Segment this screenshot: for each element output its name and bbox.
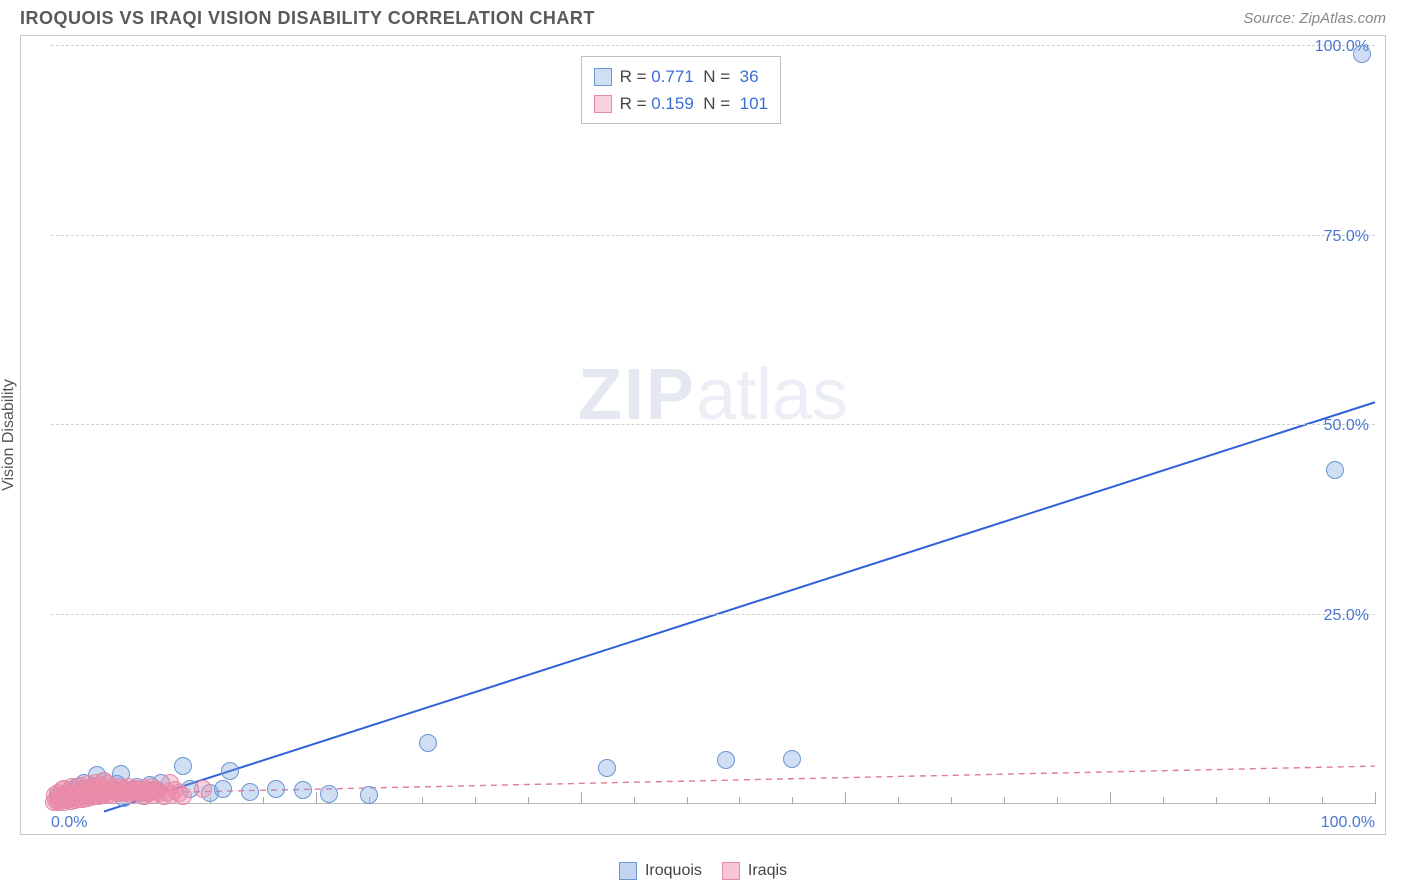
legend-swatch bbox=[594, 68, 612, 86]
x-tick-major bbox=[581, 792, 582, 804]
data-point bbox=[717, 751, 735, 769]
x-tick-major bbox=[845, 792, 846, 804]
x-tick-minor bbox=[422, 797, 423, 804]
data-point bbox=[360, 786, 378, 804]
x-tick-minor bbox=[792, 797, 793, 804]
x-axis bbox=[51, 803, 1375, 804]
x-tick-minor bbox=[263, 797, 264, 804]
x-tick-minor bbox=[1216, 797, 1217, 804]
data-point bbox=[294, 781, 312, 799]
correlation-text: R = 0.159 N = 101 bbox=[620, 90, 768, 117]
data-point bbox=[419, 734, 437, 752]
data-point bbox=[783, 750, 801, 768]
gridline-h bbox=[51, 45, 1375, 46]
data-point bbox=[1326, 461, 1344, 479]
trend-lines-layer bbox=[51, 46, 1375, 804]
x-tick-label: 100.0% bbox=[1321, 814, 1375, 832]
legend-item: Iraqis bbox=[722, 862, 787, 880]
legend-item: Iroquois bbox=[619, 862, 702, 880]
x-tick-label: 0.0% bbox=[51, 814, 87, 832]
legend-swatch bbox=[619, 862, 637, 880]
x-tick-minor bbox=[1163, 797, 1164, 804]
x-tick-major bbox=[1375, 792, 1376, 804]
data-point bbox=[221, 762, 239, 780]
correlation-text: R = 0.771 N = 36 bbox=[620, 63, 759, 90]
data-point bbox=[320, 785, 338, 803]
data-point bbox=[241, 783, 259, 801]
x-tick-major bbox=[316, 792, 317, 804]
x-tick-minor bbox=[951, 797, 952, 804]
x-tick-minor bbox=[1269, 797, 1270, 804]
legend-swatch bbox=[594, 95, 612, 113]
x-tick-minor bbox=[1004, 797, 1005, 804]
trend-line bbox=[104, 402, 1375, 811]
y-tick-label: 75.0% bbox=[1324, 228, 1369, 246]
chart-title: IROQUOIS VS IRAQI VISION DISABILITY CORR… bbox=[20, 8, 595, 29]
y-tick-label: 50.0% bbox=[1324, 417, 1369, 435]
x-tick-minor bbox=[634, 797, 635, 804]
x-tick-minor bbox=[528, 797, 529, 804]
data-point bbox=[161, 774, 179, 792]
legend-swatch bbox=[722, 862, 740, 880]
series-legend: Iroquois Iraqis bbox=[619, 862, 787, 880]
chart-container: Vision Disability ZIPatlas 25.0%50.0%75.… bbox=[20, 35, 1386, 835]
source-name: ZipAtlas.com bbox=[1299, 10, 1386, 27]
data-point bbox=[174, 757, 192, 775]
source-attribution: Source: ZipAtlas.com bbox=[1243, 10, 1386, 27]
y-tick-label: 25.0% bbox=[1324, 607, 1369, 625]
data-point bbox=[214, 780, 232, 798]
data-point bbox=[598, 759, 616, 777]
x-tick-major bbox=[1110, 792, 1111, 804]
legend-label: Iraqis bbox=[748, 862, 787, 880]
source-prefix: Source: bbox=[1243, 10, 1299, 27]
data-point bbox=[194, 780, 212, 798]
x-tick-minor bbox=[475, 797, 476, 804]
x-tick-minor bbox=[687, 797, 688, 804]
y-axis-label: Vision Disability bbox=[0, 379, 18, 491]
correlation-legend-row: R = 0.771 N = 36 bbox=[594, 63, 768, 90]
gridline-h bbox=[51, 235, 1375, 236]
gridline-h bbox=[51, 424, 1375, 425]
plot-area: ZIPatlas 25.0%50.0%75.0%100.0%0.0%100.0%… bbox=[51, 46, 1375, 804]
data-point bbox=[1353, 45, 1371, 63]
x-tick-minor bbox=[898, 797, 899, 804]
chart-header: IROQUOIS VS IRAQI VISION DISABILITY CORR… bbox=[0, 0, 1406, 35]
legend-label: Iroquois bbox=[645, 862, 702, 880]
gridline-h bbox=[51, 614, 1375, 615]
x-tick-minor bbox=[739, 797, 740, 804]
correlation-legend: R = 0.771 N = 36R = 0.159 N = 101 bbox=[581, 56, 781, 124]
x-tick-minor bbox=[1322, 797, 1323, 804]
x-tick-minor bbox=[1057, 797, 1058, 804]
data-point bbox=[267, 780, 285, 798]
data-point bbox=[174, 787, 192, 805]
correlation-legend-row: R = 0.159 N = 101 bbox=[594, 90, 768, 117]
